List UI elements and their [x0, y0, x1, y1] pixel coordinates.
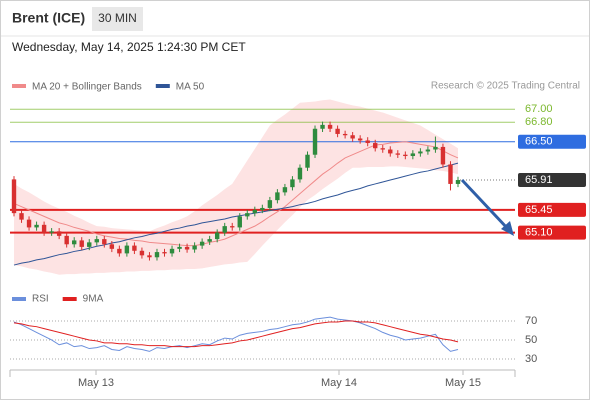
candle-body [388, 149, 393, 154]
candle-body [440, 146, 446, 165]
candle-body [139, 250, 145, 256]
candle-body [56, 231, 62, 236]
candle-body [87, 242, 92, 247]
candle-body [199, 241, 205, 246]
candle-body [327, 124, 333, 129]
candle-body [117, 248, 122, 254]
main-layer [11, 121, 461, 261]
candle-body [124, 245, 130, 254]
candle-body [312, 128, 318, 155]
candle-body [433, 146, 438, 150]
y-tick-label: 70 [525, 315, 537, 327]
candle-body [425, 149, 431, 152]
candle-body [260, 207, 265, 210]
date-label: Wednesday, May 14, 2025 1:24:30 PM CET [12, 40, 246, 54]
candle-body [132, 245, 137, 251]
candle-body [72, 240, 77, 245]
candle-body [192, 245, 197, 250]
indicator-line [13, 320, 459, 348]
candle-body [49, 231, 54, 233]
candle-body [342, 133, 348, 136]
candle-body [207, 239, 212, 242]
candle-body [109, 244, 115, 249]
level-label: 66.80 [525, 116, 553, 128]
candle-body [169, 248, 175, 254]
interval-label: 30 MIN [98, 11, 137, 25]
forecast-arrowhead [501, 221, 514, 236]
level-tag [518, 202, 586, 217]
indicator-line [13, 141, 459, 247]
forecast-arrow [460, 178, 510, 231]
bollinger-band [14, 99, 458, 275]
legend-swatch [62, 297, 77, 301]
level-label: 65.45 [525, 204, 553, 216]
candle-body [305, 154, 310, 168]
candle-body [448, 164, 453, 184]
candle-body [350, 135, 355, 139]
candle-body [162, 252, 167, 254]
indicator-line [13, 162, 459, 266]
candle-body [267, 200, 273, 208]
candle-body [245, 213, 250, 217]
candle-body [403, 154, 408, 157]
candle-body [19, 213, 24, 220]
indicator-line [13, 316, 459, 352]
credit: Research © 2025 Trading Central [431, 81, 580, 92]
candle-body [41, 224, 47, 233]
instrument-title: Brent (ICE) [12, 10, 85, 26]
legend-label: MA 20 + Bollinger Bands [32, 82, 142, 93]
legend-swatch [12, 84, 26, 88]
candle-body [34, 224, 39, 228]
candle-body [373, 143, 378, 149]
x-tick-label: May 13 [78, 377, 114, 389]
level-label: 65.91 [525, 174, 553, 186]
legend-label: MA 50 [176, 82, 205, 93]
candle-body [237, 216, 242, 228]
level-label: 65.10 [525, 227, 553, 239]
candle-body [154, 252, 160, 258]
level-label: 67.00 [525, 103, 553, 115]
x-tick-label: May 15 [445, 377, 481, 389]
candle-body [395, 153, 400, 155]
legend-swatch [12, 297, 26, 301]
legend-label: 9MA [83, 294, 104, 305]
x-tick-label: May 14 [321, 377, 357, 389]
candle-body [230, 226, 235, 228]
candle-body [64, 235, 69, 245]
level-tag [518, 173, 586, 188]
candle-body [455, 180, 461, 184]
candle-body [335, 128, 340, 134]
candle-body [214, 232, 220, 240]
y-tick-label: 30 [525, 353, 537, 365]
candle-body [357, 138, 363, 141]
candle-body [79, 240, 84, 247]
candle-body [282, 187, 288, 193]
candle-body [290, 179, 295, 188]
candle-body [380, 148, 385, 150]
candle-body [11, 179, 17, 214]
candle-body [418, 151, 423, 154]
interval-badge [92, 7, 143, 31]
candle-body [275, 192, 280, 201]
candle-body [147, 255, 152, 258]
candle-body [177, 246, 182, 249]
candle-body [184, 246, 190, 250]
candle-body [222, 226, 227, 233]
candle-body [26, 219, 32, 228]
level-tag [518, 134, 586, 149]
band-layer [10, 99, 515, 275]
candle-body [320, 124, 325, 129]
y-tick-label: 50 [525, 334, 537, 346]
candle-body [102, 239, 107, 245]
level-label: 66.50 [525, 136, 553, 148]
legend-label: RSI [32, 294, 49, 305]
candle-body [365, 140, 370, 144]
candle-body [410, 153, 416, 157]
legend-swatch [155, 84, 170, 88]
level-tag [518, 225, 586, 240]
candle-body [94, 239, 99, 243]
candle-body [297, 167, 303, 180]
candle-body [252, 209, 258, 214]
